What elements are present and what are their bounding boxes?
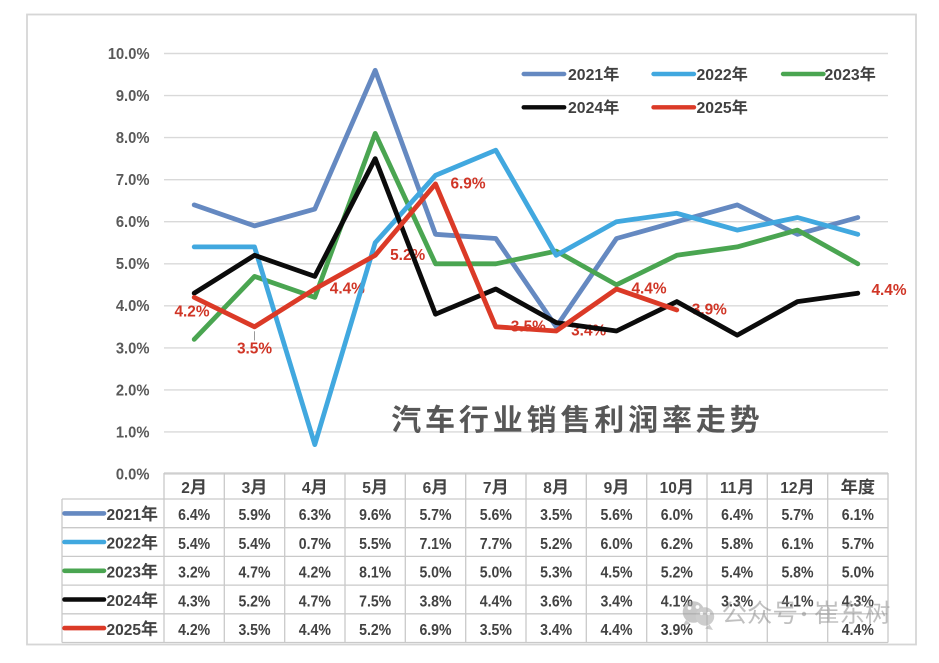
svg-text:2: 2 [181,480,190,497]
svg-text:5: 5 [362,480,371,497]
svg-text:9.6%: 9.6% [359,507,391,524]
svg-text:4.4%: 4.4% [631,281,666,298]
svg-text:5.7%: 5.7% [781,507,813,524]
svg-text:6: 6 [423,480,432,497]
svg-text:4.2%: 4.2% [174,303,209,320]
svg-text:6.4%: 6.4% [721,507,753,524]
svg-text:5.0%: 5.0% [480,565,512,582]
svg-text:7.1%: 7.1% [419,536,451,553]
svg-text:6.0%: 6.0% [600,536,632,553]
svg-text:6.1%: 6.1% [842,507,874,524]
svg-text:10: 10 [660,480,677,497]
svg-text:8: 8 [543,480,552,497]
svg-text:8.0%: 8.0% [116,130,150,147]
svg-text:3.4%: 3.4% [540,622,572,639]
svg-text:2024: 2024 [568,100,603,117]
svg-text:6.1%: 6.1% [781,536,813,553]
svg-text:5.7%: 5.7% [842,536,874,553]
svg-text:2022: 2022 [697,67,732,84]
svg-text:3: 3 [242,480,251,497]
svg-text:5.5%: 5.5% [359,536,391,553]
svg-text:5.0%: 5.0% [419,565,451,582]
svg-text:2023: 2023 [825,67,860,84]
svg-text:2025: 2025 [697,100,732,117]
svg-text:7: 7 [483,480,492,497]
svg-text:6.9%: 6.9% [419,622,451,639]
svg-text:5.6%: 5.6% [480,507,512,524]
svg-text:5.8%: 5.8% [781,565,813,582]
svg-text:5.6%: 5.6% [600,507,632,524]
svg-text:3.5%: 3.5% [237,340,272,357]
svg-text:5.0%: 5.0% [116,256,150,273]
svg-text:5.3%: 5.3% [540,565,572,582]
svg-text:5.9%: 5.9% [238,507,270,524]
svg-text:5.2%: 5.2% [661,565,693,582]
svg-text:3.9%: 3.9% [661,622,693,639]
svg-text:5.4%: 5.4% [238,536,270,553]
svg-text:4.7%: 4.7% [299,593,331,610]
svg-text:3.9%: 3.9% [692,302,727,319]
svg-text:4.2%: 4.2% [299,565,331,582]
svg-text:3.5%: 3.5% [238,622,270,639]
svg-text:3.0%: 3.0% [116,340,150,357]
svg-text:5.2%: 5.2% [238,593,270,610]
svg-text:7.7%: 7.7% [480,536,512,553]
svg-text:3.8%: 3.8% [419,593,451,610]
svg-text:8.1%: 8.1% [359,565,391,582]
svg-text:5.8%: 5.8% [721,536,753,553]
svg-text:11: 11 [720,480,737,497]
svg-text:7.0%: 7.0% [116,172,150,189]
svg-text:5.2%: 5.2% [359,622,391,639]
svg-text:2021: 2021 [107,507,142,524]
svg-text:9.0%: 9.0% [116,88,150,105]
svg-text:5.4%: 5.4% [721,565,753,582]
svg-text:4.7%: 4.7% [238,565,270,582]
svg-text:4.5%: 4.5% [600,565,632,582]
svg-text:6.4%: 6.4% [178,507,210,524]
svg-text:2.0%: 2.0% [116,382,150,399]
svg-text:4.3%: 4.3% [178,593,210,610]
svg-text:7.5%: 7.5% [359,593,391,610]
svg-text:6.2%: 6.2% [661,536,693,553]
svg-text:9: 9 [604,480,613,497]
svg-text:2022: 2022 [107,536,141,553]
svg-text:6.0%: 6.0% [116,214,150,231]
svg-text:3.5%: 3.5% [540,507,572,524]
svg-text:4.4%: 4.4% [871,282,906,299]
svg-text:2023: 2023 [107,564,142,581]
svg-text:4.4%: 4.4% [600,622,632,639]
svg-text:0.7%: 0.7% [299,536,331,553]
svg-text:0.0%: 0.0% [116,466,150,483]
svg-text:3.5%: 3.5% [480,622,512,639]
svg-text:12: 12 [780,480,797,497]
svg-text:2021: 2021 [568,67,603,84]
svg-text:3.2%: 3.2% [178,565,210,582]
svg-text:4.4%: 4.4% [842,622,874,639]
svg-text:6.9%: 6.9% [450,175,485,192]
svg-text:2024: 2024 [107,593,142,610]
svg-text:10.0%: 10.0% [108,46,150,63]
svg-text:5.2%: 5.2% [540,536,572,553]
svg-text:4.4%: 4.4% [299,622,331,639]
svg-text:3.4%: 3.4% [600,593,632,610]
svg-text:4.1%: 4.1% [781,593,813,610]
svg-text:5.4%: 5.4% [178,536,210,553]
svg-text:5.7%: 5.7% [419,507,451,524]
svg-text:5.2%: 5.2% [390,247,425,264]
svg-text:4.4%: 4.4% [480,593,512,610]
svg-text:4.0%: 4.0% [116,298,150,315]
svg-text:5.0%: 5.0% [842,565,874,582]
svg-text:6.3%: 6.3% [299,507,331,524]
svg-text:2025: 2025 [107,622,142,639]
svg-text:3.6%: 3.6% [540,593,572,610]
svg-text:1.0%: 1.0% [116,424,150,441]
svg-text:6.0%: 6.0% [661,507,693,524]
svg-text:4: 4 [302,480,311,497]
svg-text:4.2%: 4.2% [178,622,210,639]
svg-text:4.4%: 4.4% [330,281,365,298]
